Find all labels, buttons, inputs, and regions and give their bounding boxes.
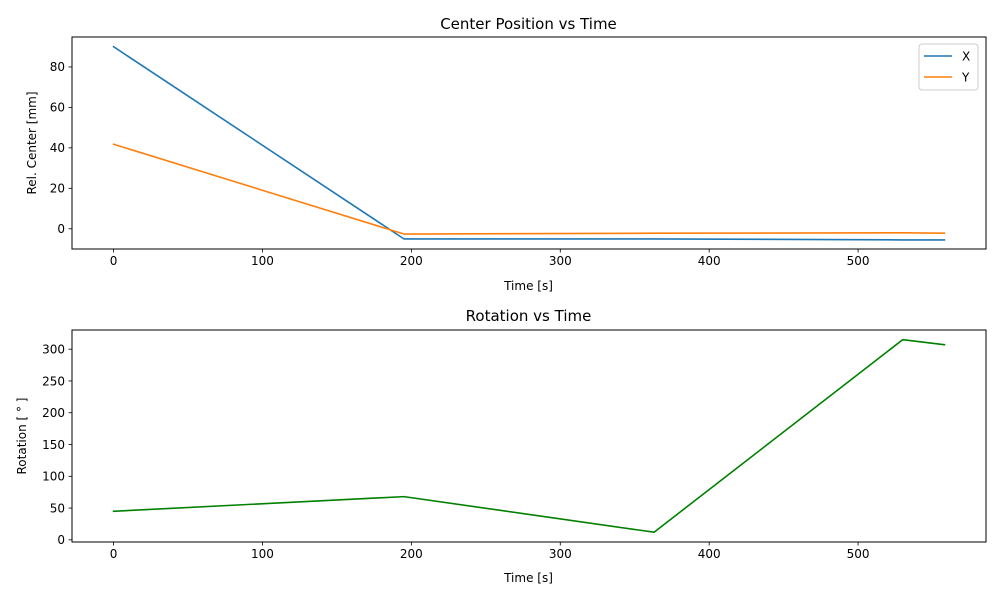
rotation-plot-frame	[71, 329, 987, 543]
rotation-plot-layer: 0 100 200 300 400 500 0 50 100 150 200 250 300	[42, 338, 946, 561]
position-x-tick-label: 200	[400, 254, 423, 268]
position-y-axis-label: Rel. Center [mm]	[25, 91, 39, 194]
rotation-x-tick-label: 200	[400, 547, 423, 561]
rotation-x-tick-label: 100	[251, 547, 274, 561]
legend-label-x: X	[962, 50, 970, 64]
position-y-tick-label: 60	[50, 101, 65, 115]
position-x-tick-label: 0	[110, 254, 118, 268]
rotation-y-tick-label: 50	[50, 501, 65, 515]
rotation-chart: Rotation vs Time 0 100 200 300 400 500 0 50 100 1…	[15, 307, 987, 585]
position-chart: Center Position vs Time 0 100 200 300 400 500…	[25, 15, 987, 293]
position-y-tick-label: 0	[57, 222, 65, 236]
rotation-y-tick-label: 150	[42, 438, 65, 452]
rotation-y-axis-label: Rotation [ ° ]	[15, 398, 29, 475]
position-x-tick-label: 500	[847, 254, 870, 268]
position-x-axis-label: Time [s]	[503, 279, 553, 293]
rotation-y-tick-label: 250	[42, 374, 65, 388]
position-x-tick-label: 100	[251, 254, 274, 268]
position-series-line-y	[112, 143, 946, 235]
rotation-chart-title: Rotation vs Time	[466, 307, 592, 325]
position-x-tick-label: 300	[549, 254, 572, 268]
rotation-x-tick-label: 0	[110, 547, 118, 561]
position-chart-title: Center Position vs Time	[440, 15, 617, 33]
position-x-tick-label: 400	[698, 254, 721, 268]
rotation-y-tick-label: 200	[42, 406, 65, 420]
rotation-y-tick-label: 0	[57, 533, 65, 547]
legend-label-y: Y	[961, 71, 970, 85]
position-series-line-x	[112, 45, 946, 241]
rotation-y-tick-label: 300	[42, 342, 65, 356]
position-plot-layer: 0 100 200 300 400 500 0 20 40 60 80	[50, 45, 946, 268]
position-y-tick-label: 80	[50, 60, 65, 74]
rotation-x-tick-label: 500	[847, 547, 870, 561]
rotation-x-tick-label: 300	[549, 547, 572, 561]
rotation-x-tick-label: 400	[698, 547, 721, 561]
position-legend: X Y	[918, 43, 979, 91]
position-y-tick-label: 40	[50, 141, 65, 155]
position-y-tick-label: 20	[50, 182, 65, 196]
rotation-y-tick-label: 100	[42, 470, 65, 484]
rotation-x-axis-label: Time [s]	[503, 571, 553, 585]
position-plot-frame	[71, 36, 987, 250]
rotation-series-line-0	[112, 338, 946, 534]
